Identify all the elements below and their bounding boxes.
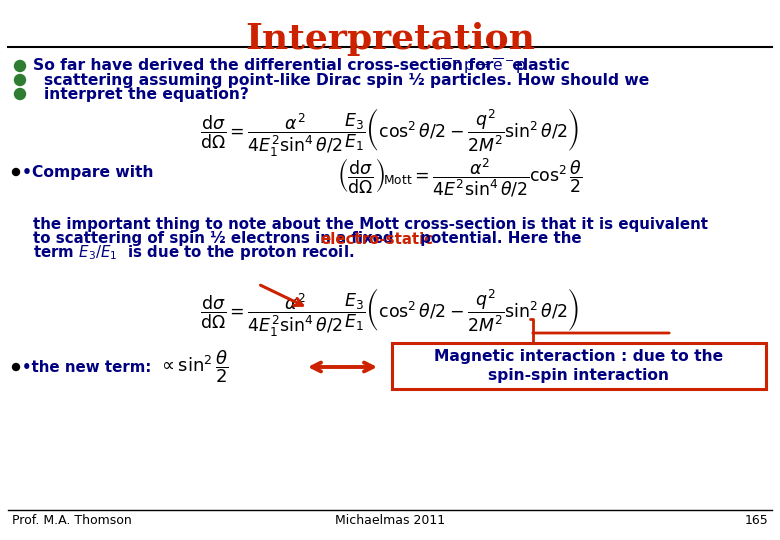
Text: potential. Here the: potential. Here the (415, 232, 582, 246)
Text: •Compare with: •Compare with (22, 165, 154, 179)
Text: scattering assuming point-like Dirac spin ½ particles. How should we: scattering assuming point-like Dirac spi… (44, 72, 649, 87)
Text: interpret the equation?: interpret the equation? (44, 86, 249, 102)
Text: $\left(\dfrac{\mathrm{d}\sigma}{\mathrm{d}\Omega}\right)_{\!\mathrm{Mott}} = \df: $\left(\dfrac{\mathrm{d}\sigma}{\mathrm{… (337, 157, 583, 199)
Circle shape (15, 75, 26, 85)
Text: to scattering of spin ½ electrons in a fixed: to scattering of spin ½ electrons in a f… (33, 232, 399, 246)
Text: Prof. M.A. Thomson: Prof. M.A. Thomson (12, 515, 132, 528)
Text: term $E_3/E_1$  is due to the proton recoil.: term $E_3/E_1$ is due to the proton reco… (33, 244, 354, 262)
Text: $\overline{\mathrm{e}}^-\mathrm{p} \rightarrow \overline{\mathrm{e}}^-\mathrm{p}: $\overline{\mathrm{e}}^-\mathrm{p} \righ… (440, 56, 526, 76)
Text: $\dfrac{\mathrm{d}\sigma}{\mathrm{d}\Omega} = \dfrac{\alpha^2}{4E_1^2\sin^4\thet: $\dfrac{\mathrm{d}\sigma}{\mathrm{d}\Ome… (200, 286, 580, 338)
Text: Magnetic interaction : due to the
spin-spin interaction: Magnetic interaction : due to the spin-s… (434, 349, 724, 383)
Text: Michaelmas 2011: Michaelmas 2011 (335, 515, 445, 528)
Circle shape (15, 89, 26, 99)
Text: the important thing to note about the Mott cross-section is that it is equivalen: the important thing to note about the Mo… (33, 218, 708, 233)
Text: $\propto \sin^2\dfrac{\theta}{2}$: $\propto \sin^2\dfrac{\theta}{2}$ (158, 349, 229, 386)
Text: •the new term:: •the new term: (22, 360, 151, 375)
Text: 165: 165 (744, 515, 768, 528)
Text: Interpretation: Interpretation (245, 22, 535, 56)
Text: $\dfrac{\mathrm{d}\sigma}{\mathrm{d}\Omega} = \dfrac{\alpha^2}{4E_1^2\sin^4\thet: $\dfrac{\mathrm{d}\sigma}{\mathrm{d}\Ome… (200, 106, 580, 158)
Circle shape (15, 60, 26, 71)
Text: So far have derived the differential cross-section for: So far have derived the differential cro… (33, 58, 498, 73)
FancyBboxPatch shape (392, 343, 766, 389)
Circle shape (12, 168, 20, 176)
Text: electro-static: electro-static (320, 232, 433, 246)
Circle shape (12, 363, 20, 370)
Text: elastic: elastic (507, 58, 569, 73)
